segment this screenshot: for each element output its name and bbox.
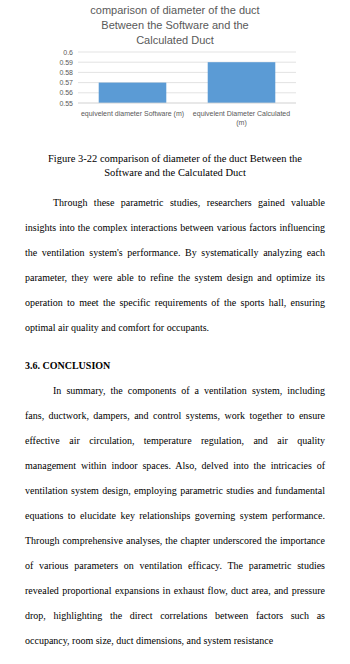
body-text: Through these parametric studies, resear…	[25, 190, 325, 653]
x-tick-label: equivelent diameter Software (m)	[80, 109, 185, 118]
paragraph: Through these parametric studies, resear…	[25, 190, 325, 340]
chart-plot: 0.55 0.56 0.57 0.58 0.59 0.6	[0, 0, 350, 140]
bars	[99, 62, 276, 103]
bar	[99, 83, 167, 103]
section-heading: 3.6. CONCLUSION	[25, 360, 325, 371]
grid-line	[78, 103, 296, 104]
y-tick-label: 0.57	[59, 79, 73, 86]
paragraph: In summary, the components of a ventilat…	[25, 378, 325, 653]
x-axis	[78, 103, 296, 104]
bar	[208, 62, 276, 103]
x-tick-label: equivelent Diameter Calculated (m)	[189, 109, 294, 127]
y-tick-label: 0.56	[59, 89, 73, 96]
y-tick-label: 0.6	[63, 49, 73, 56]
chart-title: comparison of diameter of the duct Betwe…	[87, 3, 263, 48]
figure-caption: Figure 3-22 comparison of diameter of th…	[28, 152, 322, 180]
y-tick-label: 0.59	[59, 59, 73, 66]
y-tick-label: 0.58	[59, 69, 73, 76]
y-tick-label: 0.55	[59, 100, 73, 107]
grid-line	[78, 52, 296, 53]
